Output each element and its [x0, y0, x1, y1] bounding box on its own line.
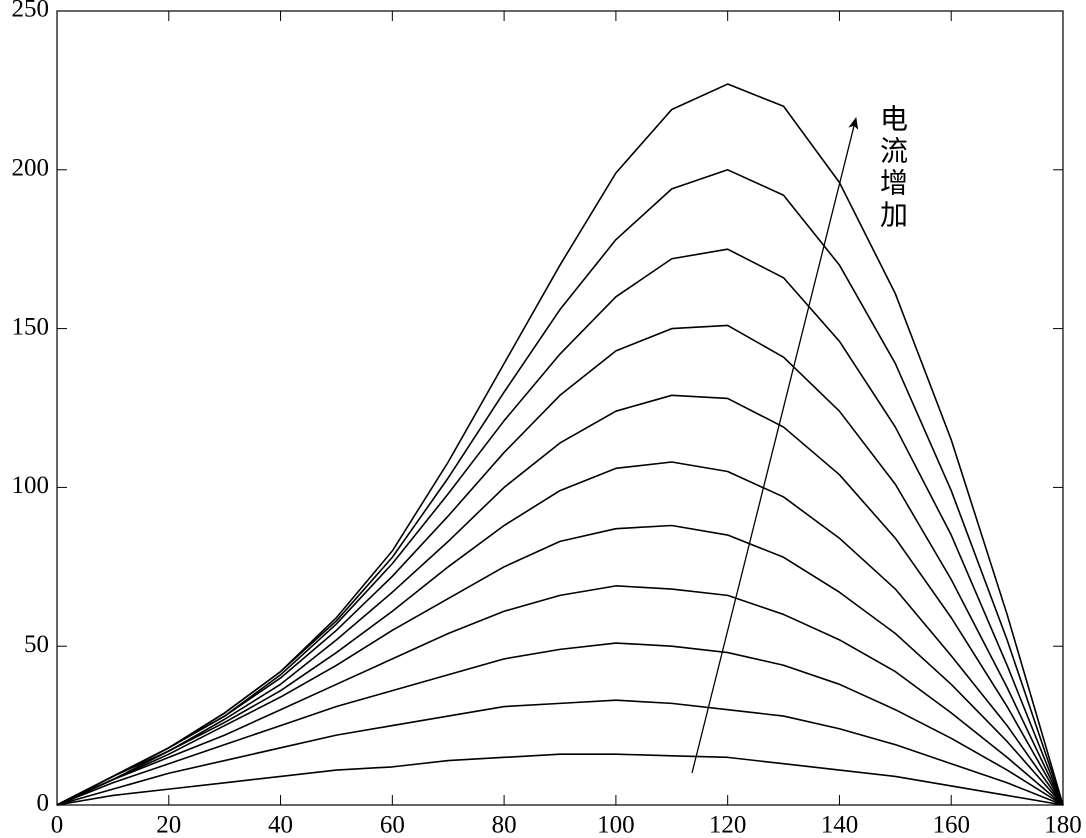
- line: [56, 461, 1064, 806]
- line: [56, 248, 1064, 806]
- line: [56, 83, 1064, 806]
- x-tick-label: 60: [380, 812, 405, 838]
- line: [56, 524, 1064, 806]
- plot-frame: [56, 10, 1064, 806]
- x-tick-label: 40: [268, 812, 293, 838]
- x-tick-label: 160: [932, 812, 970, 838]
- y-tick-label: 250: [12, 0, 50, 23]
- line: [56, 324, 1064, 806]
- x-tick-label: 100: [597, 812, 635, 838]
- line: [56, 585, 1064, 806]
- x-tick-label: 140: [821, 812, 859, 838]
- line: [56, 699, 1064, 806]
- annotation: 电流增加: [876, 104, 909, 232]
- y-tick-label: 50: [24, 631, 49, 658]
- arrow: [691, 117, 859, 774]
- x-tick-label: 80: [492, 812, 517, 838]
- y-tick-label: 100: [12, 472, 50, 499]
- y-tick-label: 150: [12, 313, 50, 340]
- x-tick-label: 20: [156, 812, 181, 838]
- y-tick-label: 200: [12, 155, 50, 182]
- line: [56, 394, 1064, 806]
- y-tick-label: 0: [37, 790, 50, 817]
- x-tick-label: 180: [1044, 812, 1082, 838]
- line: [56, 642, 1064, 806]
- x-tick-label: 120: [709, 812, 747, 838]
- line: [56, 753, 1064, 806]
- x-tick-label: 0: [51, 812, 64, 838]
